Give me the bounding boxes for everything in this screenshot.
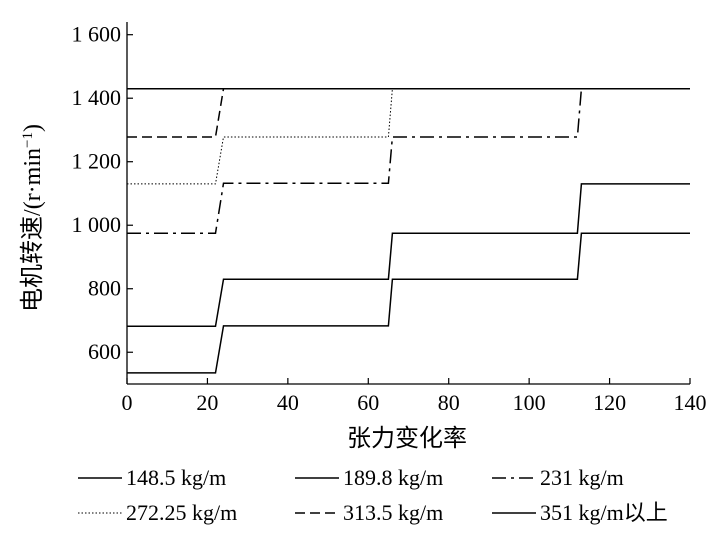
x-tick-label: 140 (674, 390, 707, 415)
x-tick-label: 80 (438, 390, 460, 415)
x-tick-label: 20 (196, 390, 218, 415)
legend-label: 231 kg/m (540, 465, 624, 490)
y-axis-title-main: 电机转速/(r·min (19, 148, 46, 312)
legend-label: 189.8 kg/m (343, 465, 443, 490)
y-tick-label: 600 (88, 339, 121, 364)
legend-label: 351 kg/m以上 (540, 500, 668, 525)
axes (126, 22, 690, 385)
series-line-1 (127, 232, 690, 374)
y-tick-label: 1 600 (72, 22, 122, 47)
y-tick-label: 800 (88, 276, 121, 301)
x-tick-label: 40 (277, 390, 299, 415)
x-tick-label: 0 (122, 390, 133, 415)
plot-lines (127, 87, 690, 374)
legend-label: 148.5 kg/m (126, 465, 226, 490)
y-tick-label: 1 200 (72, 149, 122, 174)
legend-label: 272.25 kg/m (126, 500, 237, 525)
ticks: 0 20 40 60 80 100 120 140 600 800 1 000 1 200 1 400 1… (72, 22, 707, 415)
legend-label: 313.5 kg/m (343, 500, 443, 525)
y-axis-title: 电机转速/(r·min−1) (19, 124, 46, 312)
y-tick-label: 1 400 (72, 85, 122, 110)
x-axis-title: 张力变化率 (347, 425, 467, 452)
x-tick-label: 120 (593, 390, 626, 415)
series-line-5 (127, 87, 690, 138)
legend: 148.5 kg/m 189.8 kg/m 231 kg/m 272.25 kg/m 3… (78, 465, 668, 525)
series-line-3 (127, 87, 690, 234)
y-axis-title-close: ) (20, 124, 46, 132)
y-tick-label: 1 000 (72, 212, 122, 237)
x-tick-label: 60 (357, 390, 379, 415)
y-axis-title-sup: −1 (20, 132, 36, 148)
series-line-2 (127, 183, 690, 327)
x-tick-label: 100 (513, 390, 546, 415)
